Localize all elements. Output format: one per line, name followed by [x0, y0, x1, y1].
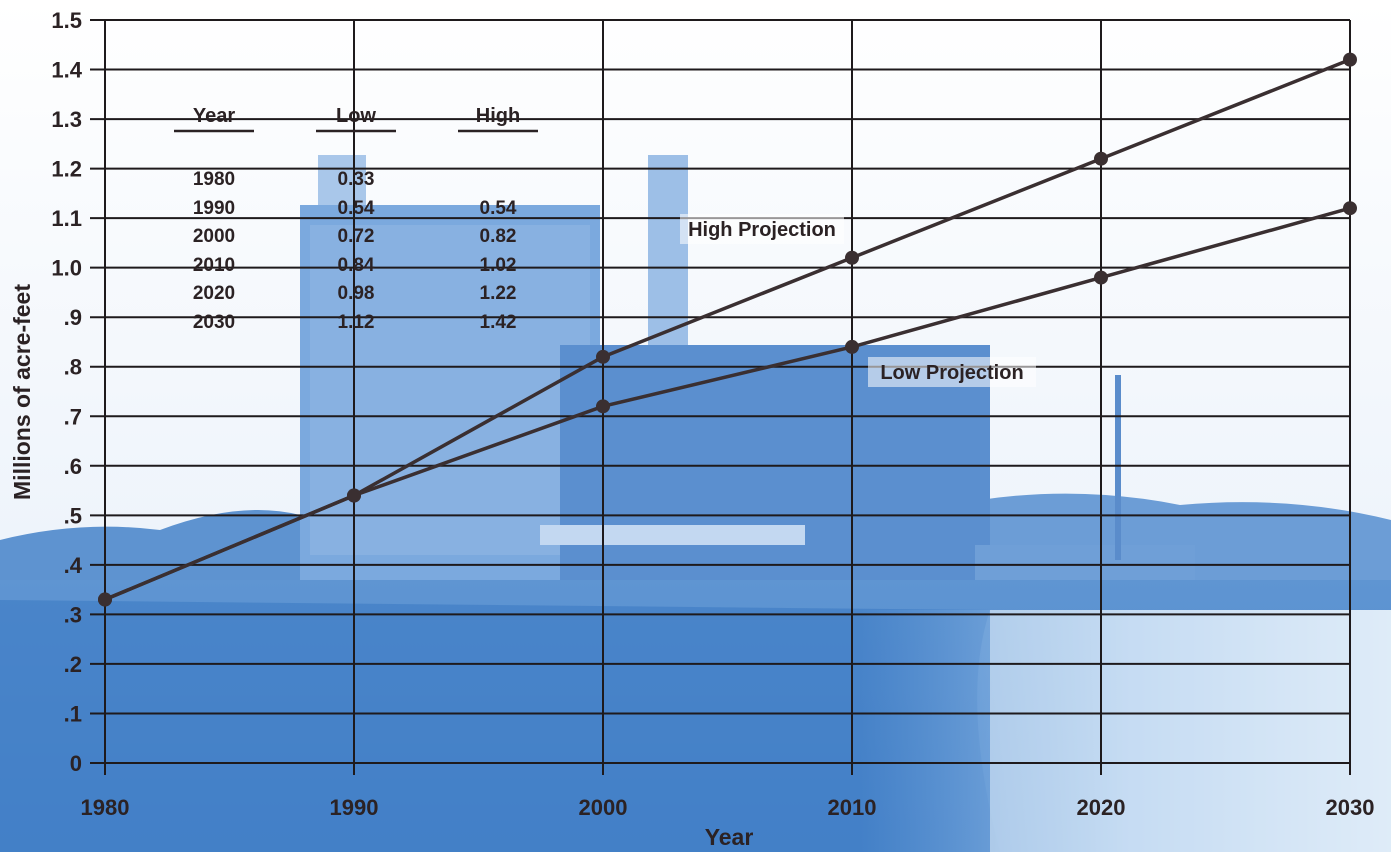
- table-cell: 2030: [193, 312, 235, 333]
- x-tick-label: 2010: [828, 795, 877, 820]
- y-tick-label: .6: [64, 454, 82, 479]
- low-projection-point: [347, 488, 361, 503]
- y-tick-label: 1.3: [51, 107, 82, 132]
- x-tick-label: 1980: [81, 795, 130, 820]
- table-cell: 1.02: [480, 255, 517, 276]
- y-tick-label: .5: [64, 503, 82, 528]
- x-tick-label: 1990: [330, 795, 379, 820]
- low-projection-point: [596, 399, 610, 414]
- table-cell: 2000: [193, 226, 235, 247]
- low-projection-label-bg: [868, 357, 1036, 387]
- y-tick-label: 1.5: [51, 8, 82, 33]
- low-projection-point: [1343, 201, 1357, 216]
- vertical-grid: [104, 20, 1351, 775]
- y-tick-label: 1.2: [51, 157, 82, 182]
- table-cell: 0.33: [338, 169, 375, 190]
- series-layer: [104, 58, 1351, 602]
- x-tick-label: 2000: [579, 795, 628, 820]
- table-cell: 0.72: [338, 226, 375, 247]
- table-rows: 1980 0.33 1990 0.54 0.54 2000 0.72 0.82 2010 0.84…: [193, 169, 517, 333]
- low-projection-point: [1094, 270, 1108, 285]
- y-tick-label: 1.1: [51, 206, 82, 231]
- horizontal-grid: [90, 19, 1350, 764]
- y-tick-label: .2: [64, 652, 82, 677]
- table-cell: 1980: [193, 169, 235, 190]
- y-tick-label: .8: [64, 355, 82, 380]
- high-projection-point: [1094, 151, 1108, 166]
- y-axis-title: Millions of acre-feet: [9, 284, 35, 500]
- table-cell: 0.82: [480, 226, 517, 247]
- y-tick-label: 1.0: [51, 256, 82, 281]
- table-header: Year: [193, 105, 235, 127]
- table-cell: 0.54: [338, 198, 375, 219]
- table-cell: 2020: [193, 283, 235, 304]
- y-tick-label: .7: [64, 404, 82, 429]
- high-projection-point: [1343, 52, 1357, 67]
- table-cell: 1990: [193, 198, 235, 219]
- table-cell: 1.22: [480, 283, 517, 304]
- table-cell: 0.54: [480, 198, 517, 219]
- y-tick-label: .1: [64, 701, 82, 726]
- table-cell: 1.42: [480, 312, 517, 333]
- table-cell: 2010: [193, 255, 235, 276]
- x-tick-label: 2020: [1077, 795, 1126, 820]
- low-projection-point: [845, 339, 859, 354]
- y-tick-label: .4: [64, 553, 83, 578]
- x-tick-label: 2030: [1326, 795, 1375, 820]
- high-projection-point: [596, 349, 610, 364]
- high-projection-label: High Projection: [688, 219, 836, 241]
- plot-area: 0 .1 .2 .3 .4 .5 .6 .7 .8 .9 1.0 1.1 1.2 1.3 1.4 1.5 19…: [51, 8, 1374, 820]
- y-tick-label: .3: [64, 602, 82, 627]
- y-tick-label: 1.4: [51, 58, 82, 83]
- y-tick-label: 0: [70, 751, 82, 776]
- table-cell: 1.12: [338, 312, 375, 333]
- data-table: Year Low High 1980 0.33 1990 0.54 0.54 2000 0.72…: [174, 105, 538, 333]
- high-projection-label-bg: [680, 214, 844, 244]
- low-projection-label: Low Projection: [880, 362, 1023, 384]
- x-axis-title: Year: [705, 824, 754, 850]
- table-cell: 0.84: [338, 255, 375, 276]
- table-header: High: [476, 105, 520, 127]
- y-tick-label: .9: [64, 305, 82, 330]
- table-cell: 0.98: [338, 283, 375, 304]
- series-labels: High Projection Low Projection: [680, 214, 1036, 387]
- low-projection-line: [104, 206, 1351, 602]
- marker-layer: [98, 52, 1357, 607]
- high-projection-point: [845, 250, 859, 265]
- y-axis-ticks: 0 .1 .2 .3 .4 .5 .6 .7 .8 .9 1.0 1.1 1.2 1.3 1.4 1.5: [51, 8, 82, 776]
- x-axis-ticks: 1980 1990 2000 2010 2020 2030: [81, 795, 1375, 820]
- low-projection-point: [98, 592, 112, 607]
- table-headers: Year Low High: [174, 105, 538, 133]
- table-header: Low: [336, 105, 376, 127]
